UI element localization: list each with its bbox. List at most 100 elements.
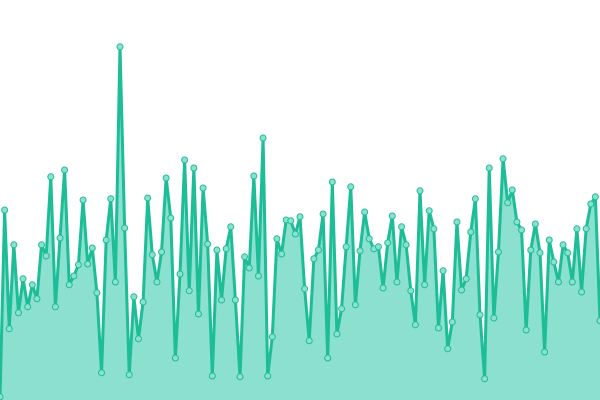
data-point-45	[204, 240, 212, 248]
data-point-5	[19, 275, 27, 283]
data-point-35	[158, 248, 166, 256]
data-point-9	[38, 241, 46, 249]
data-point-4	[14, 309, 22, 317]
data-point-130	[596, 317, 600, 325]
data-point-49	[222, 245, 230, 253]
data-point-28	[125, 371, 133, 379]
data-point-26	[116, 43, 124, 51]
data-point-16	[70, 272, 78, 280]
data-point-118	[541, 348, 549, 356]
data-point-24	[107, 195, 115, 203]
data-point-20	[88, 244, 96, 252]
data-point-119	[545, 236, 553, 244]
data-point-113	[518, 226, 526, 234]
data-point-69	[314, 246, 322, 254]
data-point-19	[84, 260, 92, 268]
data-markers	[0, 43, 600, 400]
data-point-83	[379, 284, 387, 292]
data-point-89	[407, 287, 415, 295]
data-point-7	[28, 281, 36, 289]
data-point-11	[47, 173, 55, 181]
data-point-60	[273, 235, 281, 243]
data-point-13	[56, 234, 64, 242]
data-point-39	[176, 270, 184, 278]
data-point-31	[139, 298, 147, 306]
data-point-86	[393, 278, 401, 286]
data-point-123	[564, 249, 572, 257]
data-point-97	[444, 345, 452, 353]
data-point-30	[134, 335, 142, 343]
data-point-99	[453, 218, 461, 226]
data-point-17	[74, 261, 82, 269]
data-point-12	[51, 303, 59, 311]
data-point-116	[531, 220, 539, 228]
data-point-112	[513, 218, 521, 226]
data-point-0	[0, 393, 4, 400]
data-point-72	[328, 178, 336, 186]
data-point-106	[485, 164, 493, 172]
data-point-91	[416, 187, 424, 195]
data-point-87	[398, 223, 406, 231]
data-point-33	[148, 251, 156, 259]
data-point-10	[42, 252, 50, 260]
data-point-90	[411, 321, 419, 329]
data-point-84	[384, 239, 392, 247]
data-point-96	[439, 267, 447, 275]
data-point-95	[434, 324, 442, 332]
data-point-41	[185, 287, 193, 295]
data-point-61	[278, 250, 286, 258]
data-point-125	[573, 225, 581, 233]
data-point-101	[462, 275, 470, 283]
data-point-117	[536, 249, 544, 257]
data-point-36	[162, 174, 170, 182]
data-point-128	[587, 200, 595, 208]
data-point-2	[5, 325, 13, 333]
data-point-8	[33, 295, 41, 303]
data-point-43	[194, 310, 202, 318]
data-point-55	[250, 172, 258, 180]
data-point-85	[388, 212, 396, 220]
data-point-79	[361, 208, 369, 216]
data-point-21	[93, 289, 101, 297]
data-point-76	[347, 183, 355, 191]
data-point-109	[499, 155, 507, 163]
data-point-46	[208, 372, 216, 380]
data-point-120	[550, 258, 558, 266]
data-point-100	[458, 286, 466, 294]
data-point-63	[287, 217, 295, 225]
data-point-80	[365, 235, 373, 243]
data-point-40	[181, 156, 189, 164]
data-point-32	[144, 194, 152, 202]
data-point-98	[448, 318, 456, 326]
data-point-108	[494, 248, 502, 256]
data-point-1	[1, 206, 9, 214]
data-point-38	[171, 354, 179, 362]
data-point-27	[121, 224, 129, 232]
data-point-73	[333, 330, 341, 338]
data-point-65	[296, 213, 304, 221]
data-point-67	[305, 337, 313, 345]
data-point-71	[324, 354, 332, 362]
data-point-56	[254, 272, 262, 280]
data-point-48	[218, 296, 226, 304]
data-point-107	[490, 314, 498, 322]
data-point-126	[578, 288, 586, 296]
data-point-74	[338, 305, 346, 313]
data-point-37	[167, 214, 175, 222]
data-point-78	[356, 247, 364, 255]
data-point-124	[568, 278, 576, 286]
data-point-102	[467, 228, 475, 236]
data-point-127	[582, 225, 590, 233]
data-point-15	[65, 281, 73, 289]
data-point-103	[471, 195, 479, 203]
data-point-59	[268, 333, 276, 341]
data-point-121	[554, 278, 562, 286]
data-point-111	[508, 186, 516, 194]
data-point-34	[153, 278, 161, 286]
data-point-94	[430, 225, 438, 233]
data-point-104	[476, 311, 484, 319]
data-point-51	[231, 296, 239, 304]
data-point-54	[245, 264, 253, 272]
data-point-52	[236, 373, 244, 381]
data-point-129	[591, 193, 599, 201]
